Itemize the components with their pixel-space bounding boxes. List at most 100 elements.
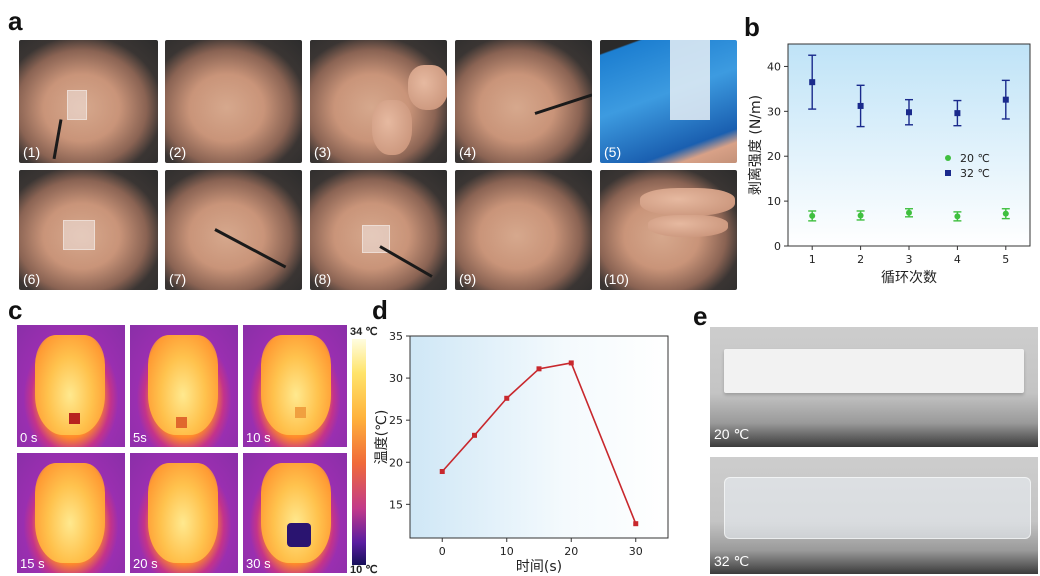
peel-strength-chart: 0 10 20 30 40 1 2 3 4 5 循环次数 剥离强度 (N/m) 20 ℃ 32 ℃ bbox=[747, 43, 1031, 286]
tweezer bbox=[379, 245, 433, 278]
plot-frame bbox=[409, 335, 669, 539]
panel-letter-e: e bbox=[693, 301, 708, 331]
step-caption: (10) bbox=[604, 271, 629, 287]
skin-patch bbox=[362, 225, 390, 253]
x-axis-label: 循环次数 bbox=[881, 270, 937, 286]
data-point bbox=[633, 521, 639, 527]
thermal-image-15s: 15 s bbox=[17, 453, 125, 573]
tweezer bbox=[214, 228, 287, 269]
hand-thermal bbox=[35, 463, 105, 563]
y-tick-label: 15 bbox=[389, 498, 403, 511]
step-caption: (4) bbox=[459, 144, 477, 160]
data-point bbox=[568, 360, 574, 366]
x-tick-label: 2 bbox=[857, 253, 864, 266]
data-point bbox=[536, 366, 542, 372]
panel-letter-c: c bbox=[8, 295, 23, 325]
thermal-image-20s: 20 s bbox=[130, 453, 238, 573]
data-point bbox=[857, 212, 864, 219]
colorbar-min-label: 10 ℃ bbox=[350, 564, 378, 576]
step-caption: (2) bbox=[169, 144, 187, 160]
hand-thermal bbox=[261, 335, 331, 435]
hand-thermal bbox=[148, 463, 218, 563]
time-caption: 0 s bbox=[20, 430, 38, 445]
time-caption: 5s bbox=[133, 430, 147, 445]
photo-step-3: (3) bbox=[310, 40, 447, 163]
finger bbox=[640, 188, 735, 216]
data-point bbox=[906, 109, 912, 116]
sample-photo-20c: 20 ℃ bbox=[710, 327, 1038, 447]
data-point bbox=[504, 395, 510, 401]
package-label bbox=[670, 40, 710, 120]
x-tick-label: 30 bbox=[629, 545, 643, 558]
legend-marker bbox=[945, 170, 951, 176]
finger bbox=[372, 100, 412, 155]
photo-step-10: (10) bbox=[600, 170, 737, 290]
photo-step-7: (7) bbox=[165, 170, 302, 290]
y-tick-label: 40 bbox=[767, 60, 781, 73]
data-point bbox=[954, 213, 961, 220]
photo-step-9: (9) bbox=[455, 170, 592, 290]
series-line bbox=[441, 362, 637, 524]
tweezer bbox=[534, 93, 592, 115]
y-tick-label: 10 bbox=[767, 195, 781, 208]
sample-photo-32c: 32 ℃ bbox=[710, 457, 1038, 574]
time-caption: 30 s bbox=[246, 556, 271, 571]
y-tick-label: 20 bbox=[767, 150, 781, 163]
x-tick-label: 1 bbox=[809, 253, 816, 266]
thermal-image-0s: 0 s bbox=[17, 325, 125, 447]
cold-patch-thermal bbox=[287, 523, 311, 547]
skin-patch bbox=[67, 90, 87, 120]
step-caption: (1) bbox=[23, 144, 41, 160]
step-caption: (9) bbox=[459, 271, 477, 287]
panel-letter-d: d bbox=[372, 295, 388, 325]
step-caption: (8) bbox=[314, 271, 332, 287]
y-tick-label: 35 bbox=[389, 330, 403, 343]
y-tick-label: 0 bbox=[774, 240, 781, 253]
thermal-image-30s: 30 s bbox=[243, 453, 347, 573]
time-caption: 15 s bbox=[20, 556, 45, 571]
patch-thermal bbox=[69, 413, 80, 424]
x-tick-label: 0 bbox=[439, 545, 446, 558]
photo-step-2: (2) bbox=[165, 40, 302, 163]
photo-step-5: (5) bbox=[600, 40, 737, 163]
data-point bbox=[857, 102, 864, 109]
panel-letter-b: b bbox=[744, 12, 760, 42]
hand-thermal bbox=[261, 463, 331, 563]
data-point bbox=[809, 79, 816, 86]
patch-thermal bbox=[295, 407, 306, 418]
data-point bbox=[954, 110, 961, 117]
temp-caption: 32 ℃ bbox=[714, 553, 750, 569]
transparent-sample bbox=[724, 477, 1031, 539]
time-caption: 20 s bbox=[133, 556, 158, 571]
y-tick-label: 25 bbox=[389, 414, 403, 427]
x-tick-label: 3 bbox=[906, 253, 913, 266]
y-tick-label: 20 bbox=[389, 456, 403, 469]
x-tick-label: 4 bbox=[954, 253, 961, 266]
time-caption: 10 s bbox=[246, 430, 271, 445]
thermal-image-5s: 5s bbox=[130, 325, 238, 447]
x-tick-label: 5 bbox=[1002, 253, 1009, 266]
step-caption: (5) bbox=[604, 144, 622, 160]
legend-label: 20 ℃ bbox=[960, 152, 990, 165]
y-axis-label: 剥离强度 (N/m) bbox=[747, 95, 764, 195]
temperature-time-chart: 15 20 25 30 35 0 10 20 30 时间(s) 温度(℃) bbox=[374, 330, 669, 575]
temp-caption: 20 ℃ bbox=[714, 426, 750, 442]
skin-patch bbox=[63, 220, 95, 250]
data-point bbox=[906, 209, 912, 216]
photo-step-6: (6) bbox=[19, 170, 158, 290]
legend-marker bbox=[945, 155, 951, 161]
data-point bbox=[472, 432, 477, 438]
y-tick-label: 30 bbox=[767, 105, 781, 118]
temperature-colorbar bbox=[352, 339, 366, 565]
x-axis-label: 时间(s) bbox=[516, 559, 562, 575]
step-caption: (3) bbox=[314, 144, 332, 160]
photo-step-8: (8) bbox=[310, 170, 447, 290]
step-caption: (7) bbox=[169, 271, 187, 287]
photo-step-4: (4) bbox=[455, 40, 592, 163]
data-point bbox=[809, 212, 816, 219]
data-point bbox=[1002, 96, 1009, 103]
data-point bbox=[439, 469, 445, 475]
tweezer bbox=[52, 119, 63, 160]
photo-step-1: (1) bbox=[19, 40, 158, 163]
x-tick-label: 20 bbox=[564, 545, 578, 558]
